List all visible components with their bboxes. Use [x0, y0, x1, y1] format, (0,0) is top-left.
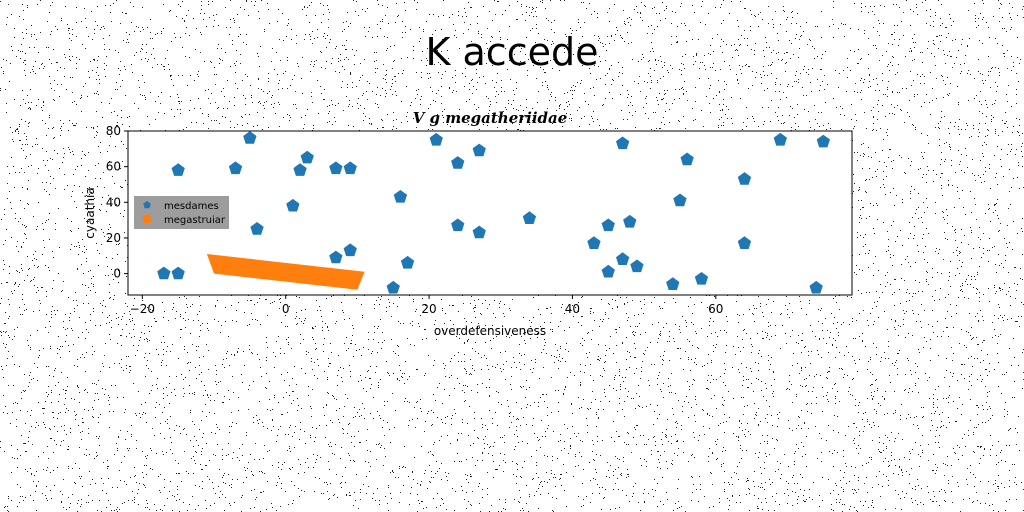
y-axis-label: cyaathia — [83, 187, 97, 238]
data-point — [673, 193, 687, 207]
data-point — [587, 236, 601, 249]
x-axis-label: overdefensiveness — [434, 324, 546, 338]
data-point — [400, 255, 415, 269]
data-point — [171, 163, 185, 176]
data-point — [293, 163, 307, 176]
data-point — [773, 132, 787, 146]
data-point — [343, 243, 357, 257]
y-tick-label: 60 — [106, 160, 121, 174]
data-point — [286, 198, 300, 212]
data-point — [329, 161, 343, 175]
plot-area — [127, 130, 853, 296]
x-tick-label: 60 — [708, 302, 723, 316]
y-tick-label: 0 — [113, 267, 121, 281]
data-point — [451, 218, 465, 232]
legend-marker — [142, 214, 152, 223]
data-point — [630, 259, 644, 273]
data-point — [737, 236, 752, 249]
data-point — [228, 161, 243, 175]
data-point — [343, 161, 357, 175]
data-point — [623, 214, 637, 228]
data-point — [300, 150, 314, 164]
data-point — [816, 134, 830, 148]
legend-label: megastruiar — [164, 215, 226, 226]
data-point — [522, 211, 537, 224]
data-point — [666, 277, 680, 290]
data-point — [737, 172, 752, 185]
data-point — [451, 156, 465, 169]
axis-ticks: −20 0 20 40 60 0 20 40 60 80 — [106, 124, 724, 316]
x-tick-label: 20 — [421, 302, 436, 316]
y-tick-label: 20 — [106, 231, 121, 245]
data-point — [616, 136, 630, 150]
data-point — [601, 218, 615, 232]
data-point — [429, 132, 443, 146]
y-tick-label: 40 — [106, 195, 121, 209]
plot-frame — [127, 130, 853, 296]
x-tick-label: 40 — [565, 302, 580, 316]
y-tick-label: 80 — [106, 124, 121, 138]
data-point — [329, 250, 343, 264]
legend-label: mesdames — [164, 201, 219, 212]
data-point — [601, 264, 615, 278]
data-point — [616, 252, 630, 265]
chart-title: V g megatheriidae — [413, 109, 568, 127]
legend: mesdames megastruiar — [134, 196, 229, 229]
data-point — [393, 190, 408, 203]
data-point — [386, 280, 400, 294]
data-point — [243, 131, 257, 144]
legend-marker — [143, 201, 151, 209]
data-point — [157, 266, 171, 280]
series-megastruiar-shape — [206, 254, 365, 290]
data-point — [171, 266, 185, 280]
data-point — [809, 280, 823, 294]
page-title: K accede — [425, 30, 599, 74]
x-tick-label: −20 — [130, 302, 155, 316]
data-point — [472, 225, 486, 239]
legend-box — [134, 196, 229, 229]
data-point — [472, 143, 486, 157]
data-point — [694, 272, 709, 285]
data-point — [250, 222, 264, 235]
x-tick-label: 0 — [282, 302, 290, 316]
data-point — [680, 152, 694, 166]
